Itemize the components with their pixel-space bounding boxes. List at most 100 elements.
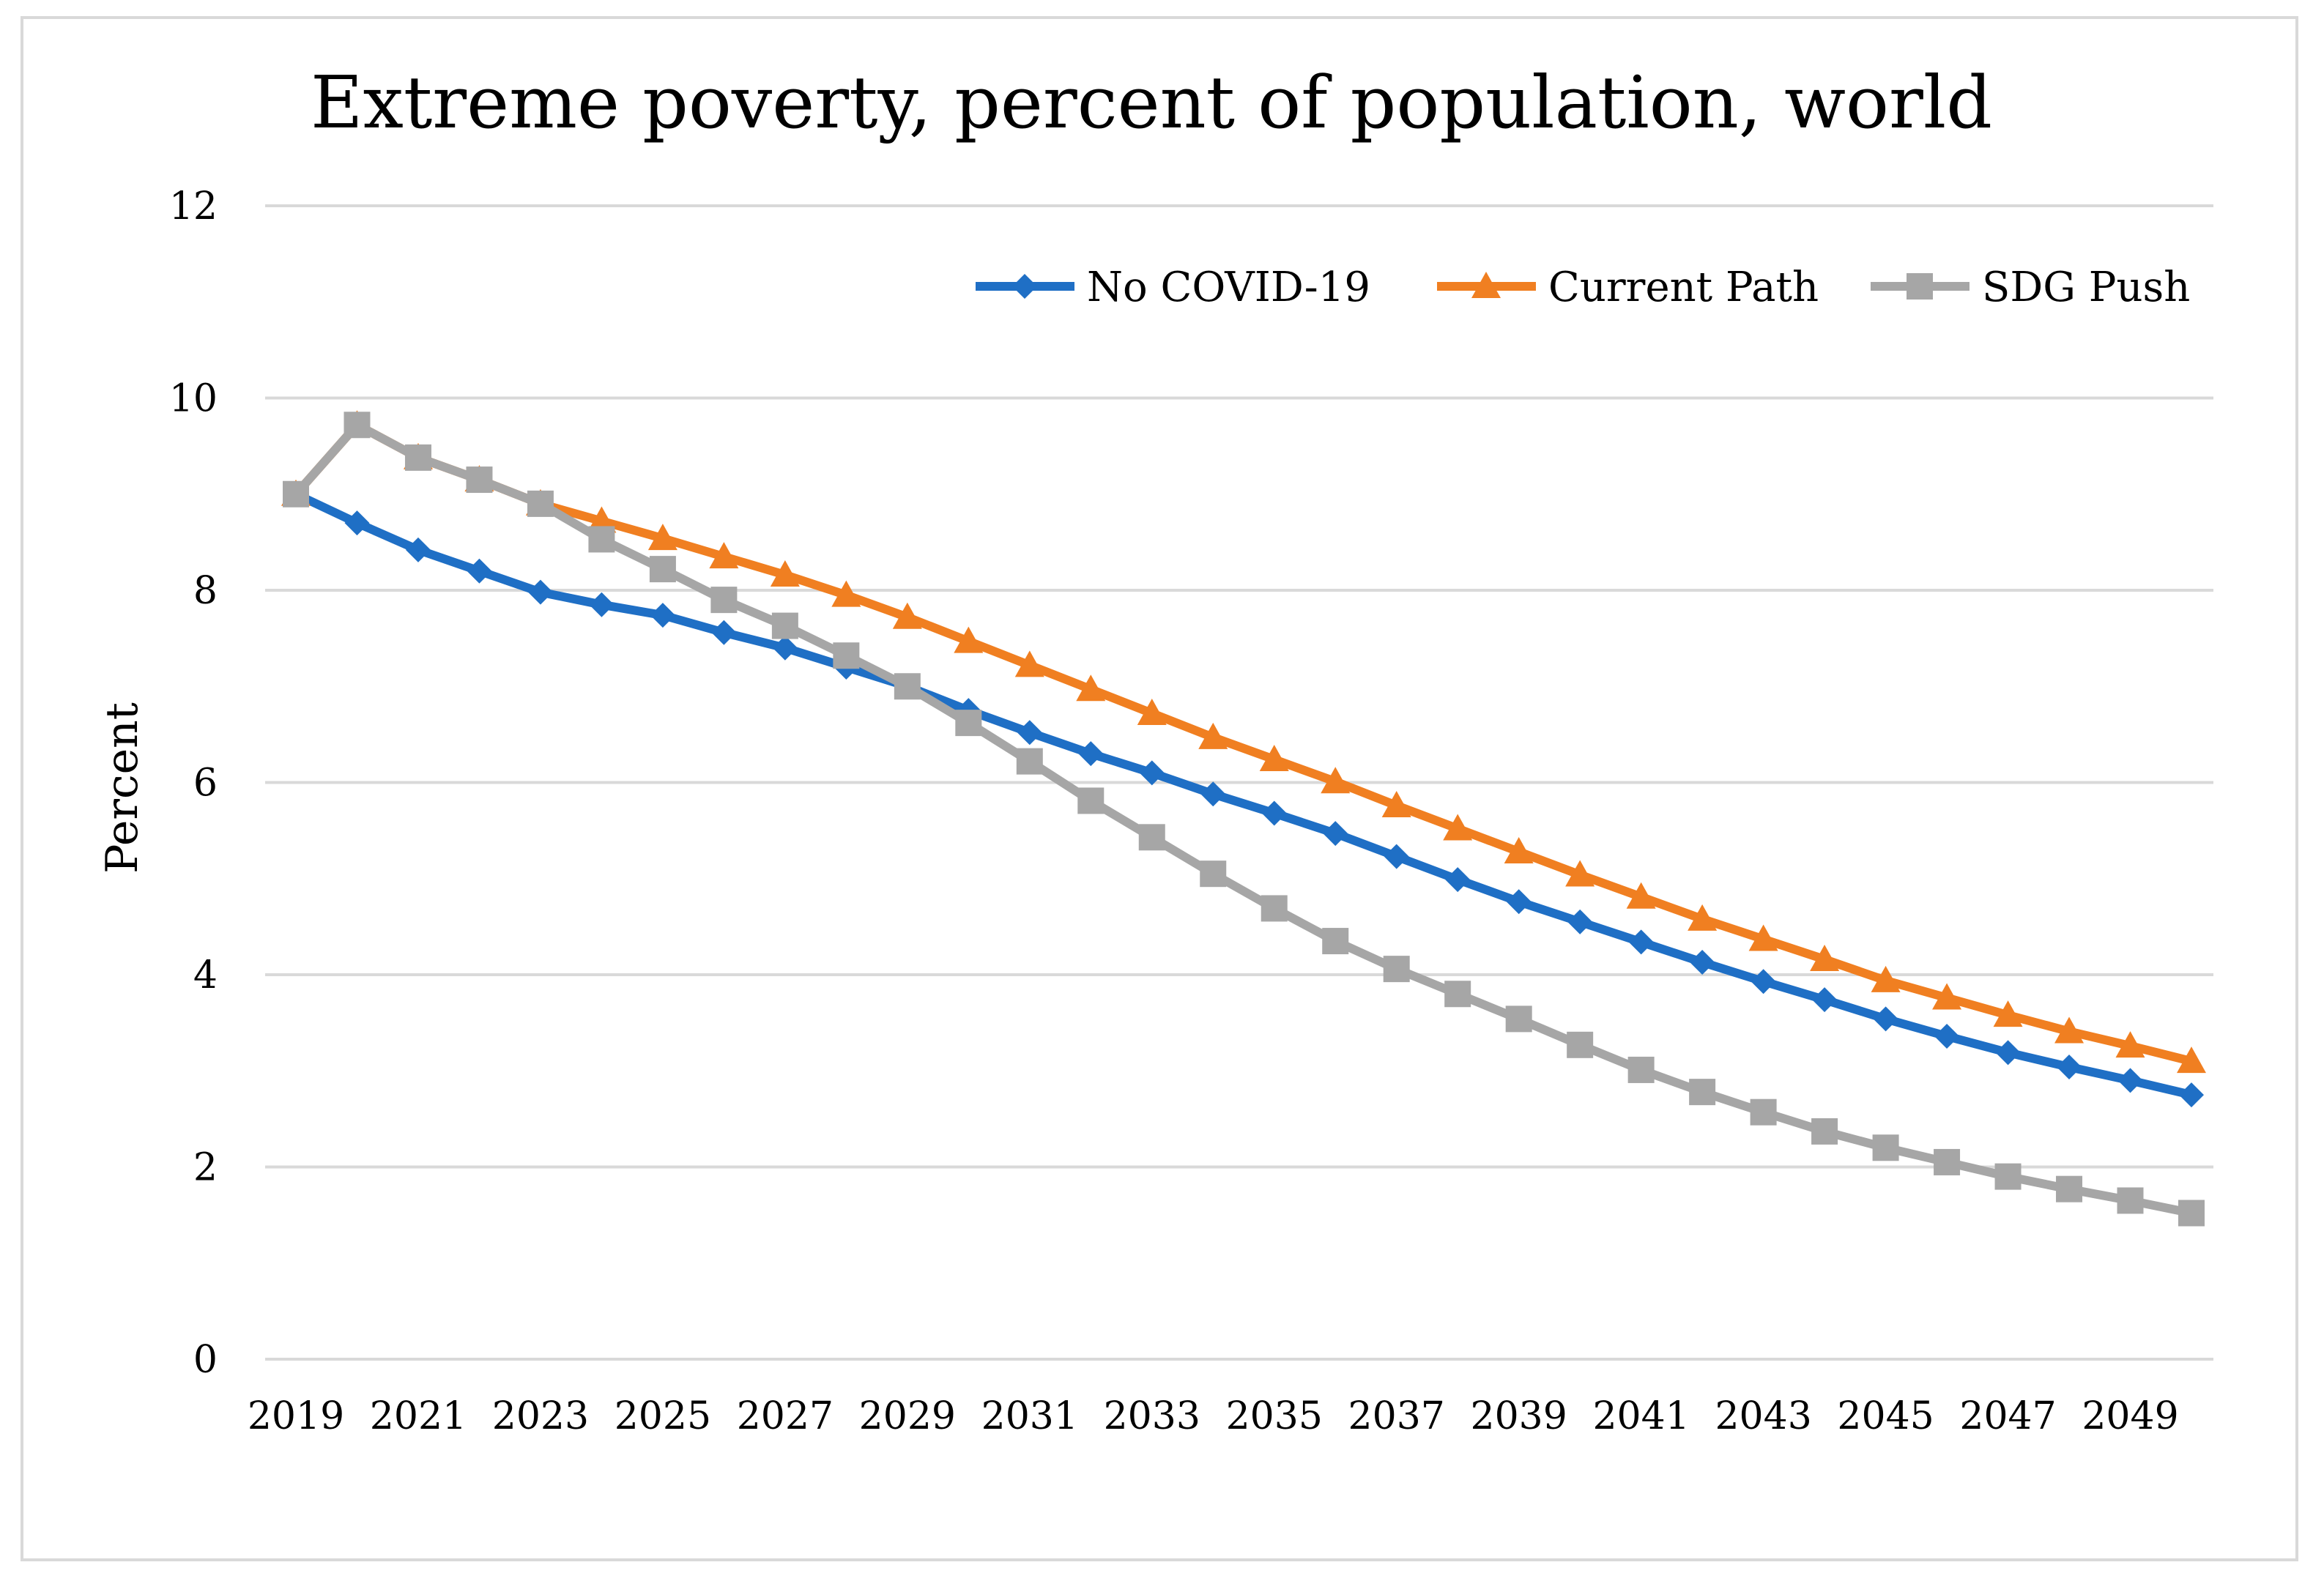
x-tick-label: 2031 — [981, 1394, 1078, 1438]
x-tick-label: 2023 — [492, 1394, 589, 1438]
data-point — [1505, 1005, 1532, 1033]
data-point — [892, 602, 922, 629]
data-point — [1565, 860, 1595, 887]
data-point — [527, 490, 554, 517]
data-point — [1261, 895, 1288, 922]
data-point — [1137, 699, 1167, 725]
data-point — [1445, 867, 1471, 893]
data-point — [344, 510, 370, 536]
data-point — [1812, 987, 1838, 1013]
data-point — [2115, 1031, 2145, 1058]
data-point — [1139, 760, 1165, 786]
data-point — [1750, 1098, 1777, 1126]
data-point — [2177, 1046, 2206, 1074]
data-point — [1627, 1056, 1655, 1083]
data-point — [1322, 928, 1349, 955]
data-point — [833, 642, 860, 669]
data-point — [2179, 1082, 2204, 1108]
x-tick-label: 2047 — [1959, 1394, 2056, 1438]
data-point — [1567, 909, 1593, 934]
y-tick-label: 6 — [193, 762, 218, 806]
data-point — [1688, 904, 1718, 931]
data-point — [1017, 720, 1042, 746]
x-tick-label: 2037 — [1348, 1394, 1445, 1438]
data-point — [1444, 981, 1471, 1008]
data-point — [1504, 837, 1534, 863]
data-point — [1259, 745, 1289, 771]
data-point — [954, 626, 984, 653]
data-point — [2057, 1055, 2082, 1079]
data-point — [1811, 1118, 1838, 1145]
chart-svg: Extreme poverty, percent of population, … — [97, 62, 2213, 1438]
data-point — [650, 603, 675, 628]
data-point — [772, 635, 798, 661]
data-point — [2178, 1200, 2205, 1227]
data-point — [1200, 860, 1227, 888]
data-point — [771, 612, 798, 639]
data-point — [955, 710, 982, 737]
data-point — [467, 558, 492, 584]
y-tick-label: 12 — [169, 185, 218, 228]
x-tick-label: 2019 — [248, 1394, 344, 1438]
series-line — [292, 420, 2196, 1218]
data-point — [588, 526, 615, 553]
data-point — [1751, 969, 1776, 994]
legend-item: No COVID-19 — [976, 264, 1370, 311]
data-point — [1934, 1148, 1961, 1175]
data-point — [527, 579, 553, 605]
data-point — [2054, 1016, 2084, 1044]
series-line — [292, 489, 2196, 1100]
y-tick-label: 2 — [193, 1146, 218, 1190]
x-tick-label: 2025 — [615, 1394, 711, 1438]
data-point — [649, 556, 676, 583]
y-tick-labels: 0 2 4 6 8 10 12 — [169, 185, 218, 1382]
x-tick-label: 2035 — [1226, 1394, 1323, 1438]
y-axis-title: Percent — [97, 702, 148, 874]
legend-item: Current Path — [1437, 264, 1819, 311]
data-point — [1567, 1031, 1594, 1058]
y-tick-label: 0 — [193, 1338, 218, 1382]
data-point — [1689, 1079, 1716, 1106]
data-point — [1871, 965, 1901, 992]
legend: No COVID-19 Current Path SDG Push — [976, 264, 2190, 311]
data-point — [711, 620, 737, 645]
data-point — [1078, 741, 1104, 767]
y-tick-label: 10 — [169, 377, 218, 421]
series-layer — [281, 410, 2206, 1227]
data-point — [647, 524, 677, 551]
data-point — [2117, 1187, 2144, 1214]
data-point — [1506, 889, 1532, 915]
x-tick-label: 2041 — [1592, 1394, 1689, 1438]
data-point — [770, 560, 800, 587]
data-point — [1934, 1024, 1960, 1049]
x-tick-label: 2039 — [1471, 1394, 1567, 1438]
legend-label: Current Path — [1548, 264, 1819, 311]
data-point — [1628, 929, 1654, 955]
data-point — [831, 580, 861, 607]
data-point — [1626, 882, 1656, 909]
x-tick-label: 2045 — [1837, 1394, 1934, 1438]
data-point — [1995, 1040, 2021, 1066]
data-point — [709, 542, 739, 569]
data-point — [405, 537, 431, 562]
data-point — [283, 480, 309, 508]
grid-layer — [265, 204, 2213, 1361]
x-tick-label: 2021 — [370, 1394, 467, 1438]
data-point — [1076, 674, 1106, 702]
series-sdg-push — [283, 412, 2205, 1227]
data-point — [2056, 1175, 2083, 1202]
data-point — [1321, 767, 1351, 794]
legend-marker — [1012, 274, 1037, 299]
legend-item: SDG Push — [1871, 264, 2190, 311]
data-point — [1810, 945, 1840, 971]
chart-frame: Extreme poverty, percent of population, … — [21, 16, 2298, 1561]
data-point — [2117, 1068, 2143, 1093]
legend-marker — [1471, 272, 1501, 298]
series-line — [292, 420, 2196, 1066]
data-point — [1873, 1006, 1898, 1032]
legend-marker — [1907, 273, 1933, 300]
data-point — [1014, 650, 1044, 677]
data-point — [1077, 787, 1105, 814]
chart-title: Extreme poverty, percent of population, … — [311, 62, 1992, 145]
data-point — [1748, 924, 1778, 951]
